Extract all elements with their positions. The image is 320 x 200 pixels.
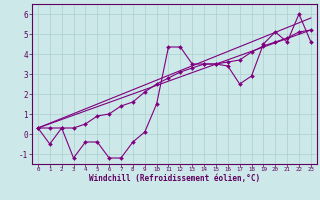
- X-axis label: Windchill (Refroidissement éolien,°C): Windchill (Refroidissement éolien,°C): [89, 174, 260, 183]
